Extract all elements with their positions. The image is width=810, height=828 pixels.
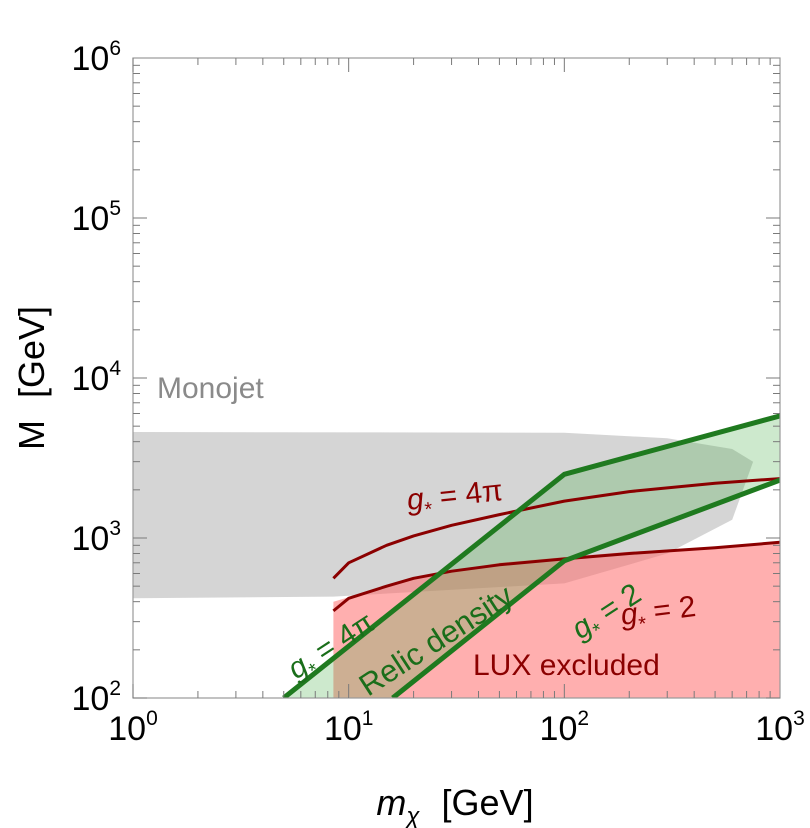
tick-base: 10 (71, 360, 109, 398)
tick-exponent: 3 (109, 517, 121, 540)
tick-base: 10 (71, 680, 109, 718)
tick-base: 10 (71, 40, 109, 78)
relic-curve-gstar-2 (391, 477, 780, 698)
y-axis-unit: [GeV] (11, 306, 52, 398)
x-axis-unit: [GeV] (442, 782, 534, 823)
tick-exponent: 0 (146, 707, 158, 730)
label-g: g (619, 597, 640, 632)
y-tick-label: 104 (71, 357, 121, 398)
contact-curve-gstar-4pi (332, 477, 780, 580)
tick-exponent: 1 (362, 707, 374, 730)
tick-exponent: 3 (793, 707, 805, 730)
contact-curve-gstar-2 (332, 540, 780, 613)
y-tick-label: 103 (71, 517, 121, 558)
tick-base: 10 (71, 520, 109, 558)
x-tick-label: 103 (755, 707, 805, 748)
tick-base: 10 (540, 710, 578, 748)
tick-exponent: 5 (109, 197, 121, 220)
label-eq: = 2 (643, 590, 698, 629)
relic-curve-gstar-4pi (282, 413, 780, 698)
contact-label-gstar-2: g* = 2 (619, 590, 699, 638)
tick-base: 10 (324, 710, 362, 748)
lux-excluded-label: LUX excluded (473, 649, 660, 682)
tick-exponent: 2 (577, 707, 589, 730)
label-g: g (405, 482, 425, 517)
x-tick-label: 100 (108, 707, 158, 748)
plot-area (132, 57, 781, 699)
relic-density-band (283, 415, 780, 698)
x-tick-label: 101 (324, 707, 374, 748)
tick-exponent: 6 (109, 37, 121, 60)
tick-base: 10 (71, 200, 109, 238)
x-axis-subscript: χ (404, 803, 420, 828)
axis-ticks (132, 58, 780, 699)
contact-label-gstar-4pi: g* = 4π (405, 474, 505, 523)
label-eq: = 4π (430, 474, 505, 514)
x-axis-tick-labels: 100 101 102 103 (108, 707, 805, 748)
label-g-sub: * (424, 498, 434, 521)
x-tick-label: 102 (540, 707, 590, 748)
monojet-label: Monojet (157, 372, 264, 405)
y-tick-label: 106 (71, 37, 121, 78)
y-axis-title: M [GeV] (11, 306, 52, 450)
tick-base: 10 (108, 710, 146, 748)
x-axis-title: mχ [GeV] (376, 782, 533, 828)
x-axis-symbol: m (376, 782, 406, 823)
label-g-sub: * (637, 613, 648, 636)
tick-exponent: 4 (109, 357, 121, 380)
y-tick-label: 102 (71, 677, 121, 718)
plot-regions (133, 413, 780, 698)
y-tick-label: 105 (71, 197, 121, 238)
tick-exponent: 2 (109, 677, 121, 700)
tick-base: 10 (755, 710, 793, 748)
y-axis-symbol: M (11, 420, 52, 450)
